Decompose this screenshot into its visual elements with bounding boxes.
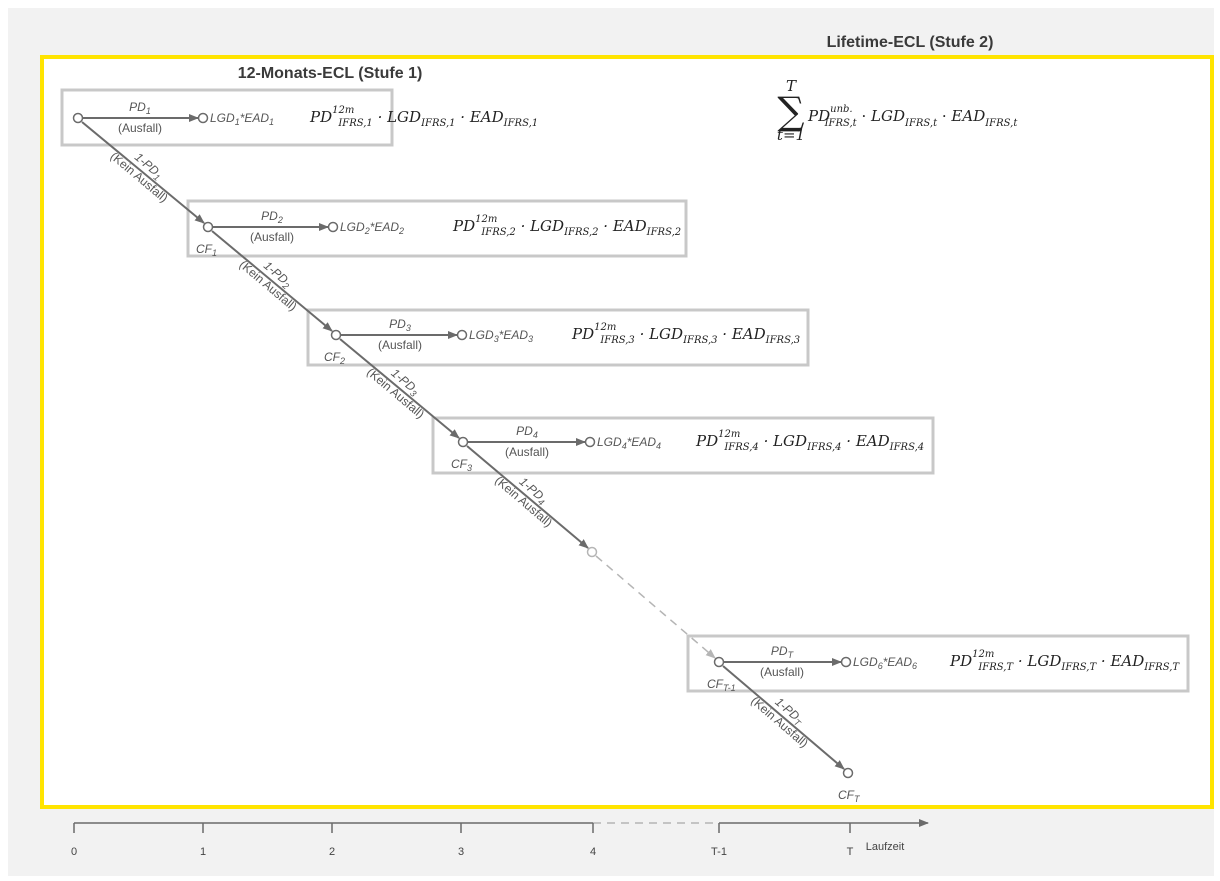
default-node-5 bbox=[840, 656, 852, 668]
time-axis: 0 1 2 3 4 T-1 T Laufzeit bbox=[71, 819, 929, 858]
sum-term: PDunb. IFRS,t · LGDIFRS,t · EADIFRS,t bbox=[807, 104, 1018, 129]
lgd-ead-label-3: LGD3*EAD3 bbox=[469, 328, 533, 344]
twelve-month-ecl-title: 12-Monats-ECL (Stufe 1) bbox=[238, 65, 423, 82]
cf-label-3: CF2 bbox=[324, 350, 345, 366]
ausfall-label-3: (Ausfall) bbox=[378, 338, 422, 352]
axis-tick-label: T bbox=[847, 846, 854, 858]
dashed-connector bbox=[595, 555, 716, 659]
cf-label-4: CF3 bbox=[451, 457, 472, 473]
sum-ead-subscript: IFRS,t bbox=[984, 118, 1018, 129]
sum-lower-limit: t=1 bbox=[777, 126, 805, 144]
ausfall-label-2: (Ausfall) bbox=[250, 230, 294, 244]
cf-label-5: CFT-1 bbox=[707, 677, 736, 693]
lgd-ead-label-1: LGD1*EAD1 bbox=[210, 111, 274, 127]
ausfall-label-5: (Ausfall) bbox=[760, 665, 804, 679]
axis-title: Laufzeit bbox=[866, 841, 905, 853]
default-node-1 bbox=[197, 112, 209, 124]
sum-pd-subscript: IFRS,t bbox=[824, 118, 858, 129]
axis-tick-label: 1 bbox=[200, 846, 206, 858]
no-default-branch-2 bbox=[211, 230, 333, 332]
step-box-2 bbox=[186, 199, 688, 258]
step-box-3 bbox=[306, 308, 810, 367]
ecl-formula-2: PD12m IFRS,2 · LGDIFRS,2 · EADIFRS,2 bbox=[452, 214, 681, 238]
no-default-branch-1 bbox=[81, 121, 205, 224]
cf-label-2: CF1 bbox=[196, 242, 217, 258]
node-2 bbox=[202, 221, 214, 233]
step-box-5 bbox=[686, 634, 1190, 693]
sum-upper-limit: T bbox=[786, 77, 797, 95]
axis-tick-label: 2 bbox=[329, 846, 335, 858]
axis-tick-label: 3 bbox=[458, 846, 464, 858]
step-box-4 bbox=[431, 416, 935, 475]
sum-ead: EAD bbox=[950, 107, 985, 125]
lgd-ead-label-2: LGD2*EAD2 bbox=[340, 220, 404, 236]
sum-sign: ∑ bbox=[777, 89, 804, 133]
pd-label-4: PD4 bbox=[516, 424, 538, 440]
axis-tick-label: T-1 bbox=[711, 846, 727, 858]
pd-label-3: PD3 bbox=[389, 317, 411, 333]
lifetime-frame bbox=[40, 55, 1214, 809]
sum-lgd: LGD bbox=[870, 107, 905, 125]
node-4 bbox=[457, 436, 469, 448]
lifetime-sum-formula: T ∑ t=1 PDunb. IFRS,t · LGDIFRS,t · EADIF… bbox=[777, 77, 1018, 144]
pd-label-5: PDT bbox=[771, 644, 795, 660]
no-default-branch-3 bbox=[339, 338, 460, 439]
lgd-ead-label-4: LGD4*EAD4 bbox=[597, 435, 661, 451]
ausfall-label-1: (Ausfall) bbox=[118, 121, 162, 135]
pd-label-1: PD1 bbox=[129, 100, 151, 116]
no-default-branch-4 bbox=[466, 445, 589, 549]
content-area bbox=[42, 57, 1212, 807]
node-3 bbox=[330, 329, 342, 341]
default-node-2 bbox=[327, 221, 339, 233]
ecl-formula-5: PD12m IFRS,T · LGDIFRS,T · EADIFRS,T bbox=[949, 649, 1180, 673]
default-node-4 bbox=[584, 436, 596, 448]
node-5 bbox=[713, 656, 725, 668]
final-node bbox=[842, 767, 854, 779]
ausfall-label-4: (Ausfall) bbox=[505, 445, 549, 459]
step-box-1 bbox=[60, 88, 394, 147]
default-node-3 bbox=[456, 329, 468, 341]
ecl-formula-1: PD12m IFRS,1 · LGDIFRS,1 · EADIFRS,1 bbox=[309, 105, 538, 129]
sum-pd: PD bbox=[807, 107, 830, 125]
node-1 bbox=[72, 112, 84, 124]
axis-tick-label: 4 bbox=[590, 846, 596, 858]
ecl-formula-3: PD12m IFRS,3 · LGDIFRS,3 · EADIFRS,3 bbox=[571, 322, 800, 346]
lgd-ead-label-5: LGD6*EAD6 bbox=[853, 655, 917, 671]
lifetime-ecl-title: Lifetime-ECL (Stufe 2) bbox=[827, 34, 994, 51]
no-default-branch-5 bbox=[722, 665, 845, 770]
ecl-formula-4: PD12m IFRS,4 · LGDIFRS,4 · EADIFRS,4 bbox=[695, 429, 924, 453]
final-cf-label: CFT bbox=[838, 788, 861, 804]
sum-pd-superscript: unb. bbox=[830, 104, 852, 115]
pd-label-2: PD2 bbox=[261, 209, 283, 225]
axis-tick-label: 0 bbox=[71, 846, 77, 858]
sum-lgd-subscript: IFRS,t bbox=[904, 118, 938, 129]
intermediate-node bbox=[586, 546, 598, 558]
